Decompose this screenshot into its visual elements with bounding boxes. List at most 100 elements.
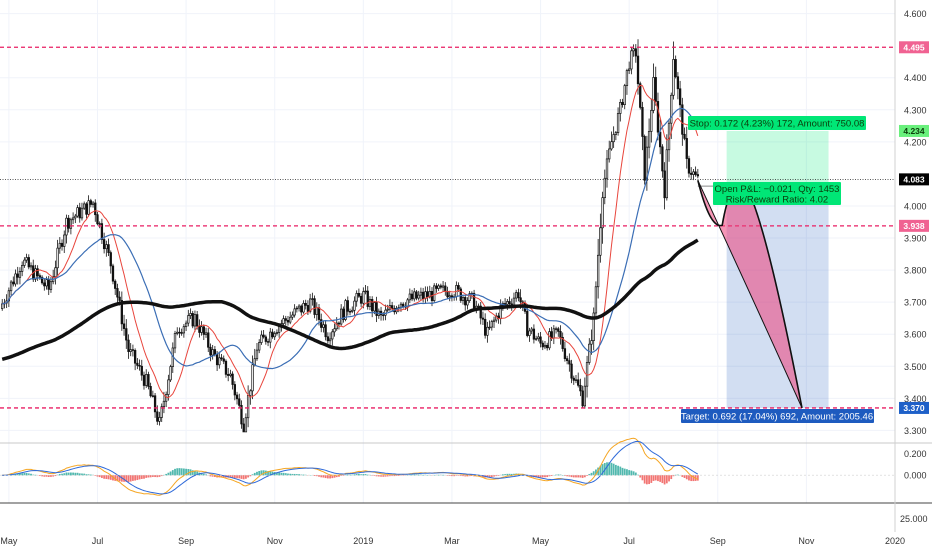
price-tick-label-4: 4.000 (904, 201, 927, 211)
candle-body-65 (145, 374, 148, 386)
histogram-bar-61 (136, 475, 139, 481)
candle-body-30 (67, 217, 70, 229)
price-axis[interactable]: 4.600 4.400 4.300 4.200 4.000 3.900 3.800 3.700… (900, 9, 928, 524)
candle-body-10 (23, 259, 26, 266)
histogram-bar-26 (58, 473, 61, 476)
candle-body-210 (466, 300, 469, 306)
candle-body-116 (258, 342, 261, 351)
histogram-bar-115 (256, 471, 258, 476)
histogram-bar-192 (426, 474, 429, 476)
candle-body-136 (302, 303, 305, 313)
candle-body-81 (180, 332, 183, 334)
candle-body-286 (634, 48, 637, 57)
histogram-bar-159 (353, 474, 356, 476)
candle-body-196 (435, 285, 438, 289)
candle-body-4 (9, 281, 13, 292)
candle-body-24 (54, 267, 57, 278)
candle-body-95 (211, 349, 214, 356)
histogram-bar-165 (366, 474, 369, 476)
histogram-bar-172 (382, 475, 385, 477)
candle-body-135 (300, 305, 303, 313)
stop-zone (726, 130, 829, 187)
histogram-bar-169 (375, 475, 378, 477)
candle-body-269 (596, 254, 600, 288)
candle-body-199 (441, 285, 445, 288)
candle-body-148 (328, 338, 332, 342)
candle-body-275 (610, 141, 613, 150)
candle-body-307 (681, 104, 684, 135)
price-tick-label-10: 3.400 (904, 394, 927, 404)
candle-body-314 (696, 174, 699, 177)
candle-body-26 (58, 242, 61, 249)
candle-body-201 (446, 291, 449, 298)
candle-body-93 (207, 332, 210, 348)
histogram-bar-294 (652, 475, 655, 481)
histogram-bar-37 (83, 473, 86, 476)
histogram-bar-177 (393, 475, 396, 477)
candle-body-174 (386, 308, 389, 311)
candle-body-274 (608, 148, 611, 160)
candle-body-257 (570, 363, 573, 379)
histogram-bar-195 (433, 474, 436, 476)
histogram-bar-223 (495, 475, 498, 477)
histogram-bar-262 (581, 475, 584, 478)
candle-body-85 (189, 313, 192, 316)
histogram-bar-124 (276, 472, 278, 476)
candle-body-119 (264, 336, 267, 342)
histogram-bar-33 (74, 472, 77, 476)
histogram-bar-121 (269, 471, 272, 476)
candle-body-298 (661, 146, 664, 172)
histogram-bar-301 (668, 475, 670, 482)
candle-body-311 (690, 172, 693, 175)
candle-body-190 (421, 291, 425, 299)
histogram-bar-74 (165, 473, 168, 476)
candle-body-259 (574, 379, 578, 381)
candle-body-69 (153, 395, 157, 413)
candle-body-233 (517, 292, 520, 299)
histogram-bar-106 (236, 475, 238, 479)
candle-body-127 (282, 318, 285, 324)
candle-body-61 (136, 362, 139, 366)
price-tag-1: 4.234 (903, 126, 925, 136)
candle-body-113 (251, 364, 254, 392)
candle-body-122 (271, 331, 274, 338)
candle-body-220 (488, 326, 491, 329)
candle-body-33 (74, 215, 77, 219)
candle-body-183 (406, 299, 409, 308)
histogram-bar-280 (621, 467, 624, 476)
histogram-bar-23 (52, 475, 55, 477)
candle-body-35 (78, 207, 81, 219)
candle-body-195 (433, 285, 436, 301)
price-tick-label-8: 3.600 (904, 330, 927, 340)
candle-body-302 (670, 94, 673, 124)
candle-body-303 (672, 59, 675, 96)
candle-body-132 (293, 308, 296, 316)
histogram-bar-176 (391, 475, 394, 477)
candle-body-28 (63, 234, 66, 247)
candle-body-74 (165, 394, 168, 402)
candle-body-243 (539, 336, 542, 344)
candle-body-280 (621, 102, 624, 105)
histogram-bar-66 (147, 475, 150, 478)
candle-body-8 (18, 271, 22, 278)
candle-body-73 (162, 400, 166, 408)
candle-body-91 (202, 326, 205, 335)
histogram-bar-134 (298, 474, 300, 476)
candle-body-161 (357, 292, 361, 297)
histogram-bar-47 (105, 475, 108, 480)
histogram-bar-243 (539, 475, 542, 478)
candle-body-172 (382, 314, 385, 317)
candle-body-245 (543, 344, 547, 348)
histogram-bar-30 (67, 472, 70, 476)
histogram-bar-283 (628, 470, 631, 476)
histogram-bar-273 (606, 462, 608, 476)
candle-body-160 (355, 292, 358, 302)
candle-body-111 (246, 395, 250, 419)
histogram-bar-171 (380, 475, 382, 477)
histogram-bar-295 (654, 475, 657, 481)
time-axis[interactable]: May Jul Sep Nov 2019 Mar May Jul Sep Nov 2020 (0, 536, 905, 546)
histogram-bar-103 (229, 475, 232, 478)
risk-reward-text: Risk/Reward Ratio: 4.02 (726, 195, 828, 206)
candle-body-262 (581, 390, 584, 407)
